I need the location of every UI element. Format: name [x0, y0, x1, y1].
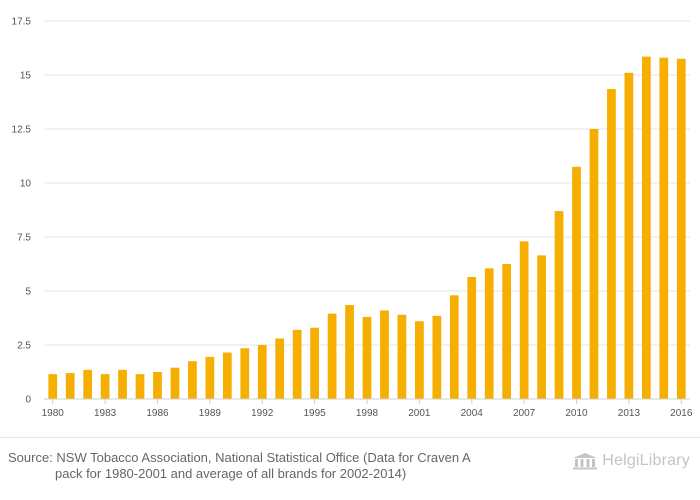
bar-1983 [100, 374, 110, 399]
x-tick-label: 1986 [146, 408, 169, 419]
x-tick-label: 2016 [670, 408, 693, 419]
bar-2015 [659, 57, 669, 399]
x-tick-label: 1989 [199, 408, 222, 419]
bar-1990 [222, 352, 232, 399]
bar-1997 [345, 305, 354, 399]
x-tick-label: 2013 [618, 408, 641, 419]
footer-divider [0, 437, 700, 438]
bar-2010 [572, 166, 581, 399]
bar-2002 [432, 315, 442, 399]
bar-2001 [415, 321, 424, 399]
bar-2011 [589, 129, 599, 399]
bar-1996 [327, 313, 337, 399]
bar-1981 [65, 373, 75, 399]
brand-logo: HelgiLibrary [572, 452, 690, 470]
bar-2012 [607, 89, 616, 399]
x-tick-label: 1995 [303, 408, 326, 419]
bar-1998 [362, 316, 372, 399]
library-building-icon [573, 453, 598, 470]
bar-1991 [240, 348, 250, 399]
bar-1987 [170, 367, 180, 399]
bar-1982 [83, 369, 93, 399]
y-tick-label: 5 [25, 287, 31, 298]
x-tick-label: 2001 [408, 408, 431, 419]
bar-1993 [275, 338, 285, 399]
bar-2006 [502, 264, 512, 399]
y-tick-label: 7.5 [17, 233, 31, 244]
bar-1994 [292, 329, 302, 399]
bar-2009 [554, 211, 564, 399]
bar-chart: 0 2.5 5 7.5 10 12.5 15 17.5 1980 1983 1986 1989 199… [12, 17, 693, 420]
bar-1985 [135, 374, 145, 399]
bar-2013 [624, 72, 634, 399]
source-note: Source: NSW Tobacco Association, Nationa… [8, 450, 528, 482]
x-tick-label: 1998 [356, 408, 379, 419]
gridlines [44, 20, 690, 346]
y-tick-label: 17.5 [12, 17, 32, 28]
bar-1999 [380, 310, 389, 399]
brand-name: HelgiLibrary [602, 452, 690, 469]
y-tick-label: 10 [20, 179, 32, 190]
x-tick-label: 1983 [94, 408, 117, 419]
bar-2004 [467, 276, 477, 399]
bar-1980 [48, 374, 58, 399]
bar-2000 [397, 314, 407, 399]
y-tick-label: 15 [20, 71, 32, 82]
y-tick-label: 12.5 [12, 125, 32, 136]
bar-1992 [257, 345, 267, 399]
x-tick-label: 1980 [42, 408, 65, 419]
bar-2008 [537, 255, 546, 399]
y-axis-ticks: 0 2.5 5 7.5 10 12.5 15 17.5 [12, 17, 32, 406]
x-axis-ticks: 1980 1983 1986 1989 1992 1995 1998 2001 2004 2007… [42, 399, 693, 419]
x-tick-label: 2004 [461, 408, 484, 419]
y-tick-label: 2.5 [17, 341, 31, 352]
x-tick-label: 2007 [513, 408, 536, 419]
bar-2014 [641, 56, 651, 399]
bar-2007 [519, 241, 529, 399]
bar-2005 [484, 268, 494, 399]
source-line-1: Source: NSW Tobacco Association, Nationa… [8, 450, 471, 465]
bar-1989 [205, 356, 215, 399]
source-line-2: pack for 1980-2001 and average of all br… [55, 466, 407, 481]
x-tick-label: 2010 [565, 408, 588, 419]
bar-1986 [153, 372, 162, 399]
bar-1984 [118, 369, 127, 399]
bars [48, 56, 686, 400]
bar-2016 [676, 58, 686, 400]
bar-1988 [188, 361, 197, 399]
x-tick-label: 1992 [251, 408, 274, 419]
bar-2003 [449, 295, 459, 399]
bar-1995 [310, 327, 319, 399]
y-tick-label: 0 [25, 395, 31, 406]
